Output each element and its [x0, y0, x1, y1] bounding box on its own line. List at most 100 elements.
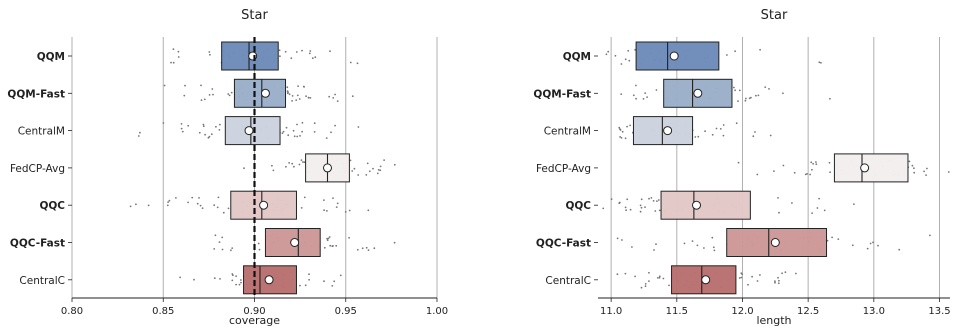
- jitter-dot: [302, 161, 304, 163]
- jitter-dot: [815, 161, 817, 163]
- jitter-dot: [383, 159, 385, 162]
- jitter-dot: [619, 136, 621, 138]
- jitter-dot: [209, 53, 211, 56]
- jitter-dot: [809, 173, 811, 176]
- jitter-dot: [218, 129, 221, 131]
- jitter-dot: [722, 124, 725, 126]
- jitter-dot: [167, 201, 170, 204]
- jitter-dot: [200, 84, 202, 87]
- jitter-dot: [653, 249, 655, 251]
- jitter-dot: [793, 171, 796, 174]
- jitter-dot: [625, 209, 627, 212]
- jitter-dot: [208, 94, 211, 96]
- jitter-dot: [191, 196, 194, 199]
- jitter-dot: [300, 159, 303, 162]
- jitter-dot: [734, 89, 736, 92]
- jitter-dot: [745, 97, 747, 100]
- jitter-dot: [303, 196, 306, 199]
- jitter-dot: [213, 248, 216, 250]
- mean-marker: [259, 200, 269, 210]
- jitter-dot: [735, 122, 738, 125]
- category-label: QQC: [39, 200, 65, 212]
- category-label: CentralM: [18, 126, 65, 138]
- jitter-dot: [170, 61, 172, 64]
- mean-marker: [244, 126, 254, 136]
- jitter-dot: [326, 210, 328, 212]
- jitter-dot: [199, 204, 202, 207]
- jitter-dot: [733, 86, 735, 89]
- jitter-dot: [309, 97, 312, 99]
- jitter-dot: [339, 274, 342, 277]
- jitter-dot: [610, 198, 613, 201]
- jitter-dot: [166, 204, 169, 207]
- jitter-dot: [668, 284, 670, 287]
- box: [230, 190, 297, 220]
- jitter-dot: [648, 197, 650, 200]
- jitter-dot: [147, 204, 150, 207]
- jitter-dot: [769, 134, 772, 137]
- jitter-dot: [751, 275, 753, 278]
- jitter-dot: [172, 61, 175, 64]
- jitter-dot: [296, 135, 299, 138]
- jitter-dot: [243, 167, 245, 170]
- jitter-dot: [308, 278, 310, 281]
- jitter-dot: [806, 173, 808, 175]
- jitter-dot: [367, 209, 370, 212]
- jitter-dot: [774, 281, 776, 284]
- jitter-dot: [227, 93, 230, 95]
- box: [726, 228, 828, 257]
- jitter-dot: [172, 48, 175, 51]
- jitter-dot: [311, 57, 314, 60]
- jitter-dot: [646, 96, 648, 98]
- box: [833, 153, 909, 183]
- jitter-dot: [752, 135, 755, 138]
- category-label: QQM-Fast: [7, 88, 65, 100]
- jitter-dot: [296, 94, 299, 97]
- jitter-dot: [756, 280, 759, 282]
- jitter-dot: [327, 237, 330, 240]
- jitter-dot: [627, 49, 630, 52]
- jitter-dot: [213, 204, 216, 207]
- jitter-dot: [734, 50, 736, 53]
- jitter-dot: [778, 211, 780, 214]
- jitter-dot: [837, 238, 840, 241]
- jitter-dot: [812, 162, 814, 165]
- jitter-dot: [309, 50, 312, 52]
- jitter-dot: [313, 131, 316, 133]
- jitter-dot: [694, 136, 697, 138]
- jitter-dot: [683, 242, 686, 245]
- jitter-dot: [616, 273, 619, 276]
- jitter-dot: [815, 163, 818, 166]
- category-label: CentralC: [19, 275, 65, 287]
- jitter-dot: [759, 48, 761, 51]
- jitter-dot: [393, 163, 396, 166]
- jitter-dot: [285, 165, 287, 168]
- chart-title: Star: [241, 8, 268, 23]
- x-tick-label: 11.0: [600, 306, 622, 317]
- jitter-dot: [624, 272, 627, 275]
- jitter-dot: [214, 234, 217, 237]
- jitter-dot: [240, 279, 242, 281]
- jitter-dot: [377, 169, 380, 171]
- x-tick-label: 11.5: [666, 306, 688, 317]
- box-row-qqm-fast: QQM-Fast: [7, 78, 354, 108]
- jitter-dot: [221, 248, 224, 251]
- jitter-dot: [773, 170, 775, 173]
- jitter-dot: [777, 282, 780, 285]
- jitter-dot: [218, 241, 221, 244]
- jitter-dot: [180, 127, 183, 130]
- jitter-dot: [621, 130, 624, 133]
- jitter-dot: [925, 174, 927, 177]
- jitter-dot: [212, 93, 214, 96]
- jitter-dot: [621, 239, 623, 241]
- jitter-dot: [279, 55, 281, 58]
- jitter-dot: [640, 206, 643, 209]
- box-row-qqc-fast: QQC-Fast: [536, 228, 931, 257]
- mean-marker: [693, 88, 703, 98]
- jitter-dot: [626, 125, 628, 128]
- jitter-dot: [331, 285, 334, 287]
- jitter-dot: [238, 283, 241, 286]
- mean-marker: [260, 88, 270, 98]
- jitter-dot: [328, 236, 331, 238]
- jitter-dot: [624, 137, 627, 140]
